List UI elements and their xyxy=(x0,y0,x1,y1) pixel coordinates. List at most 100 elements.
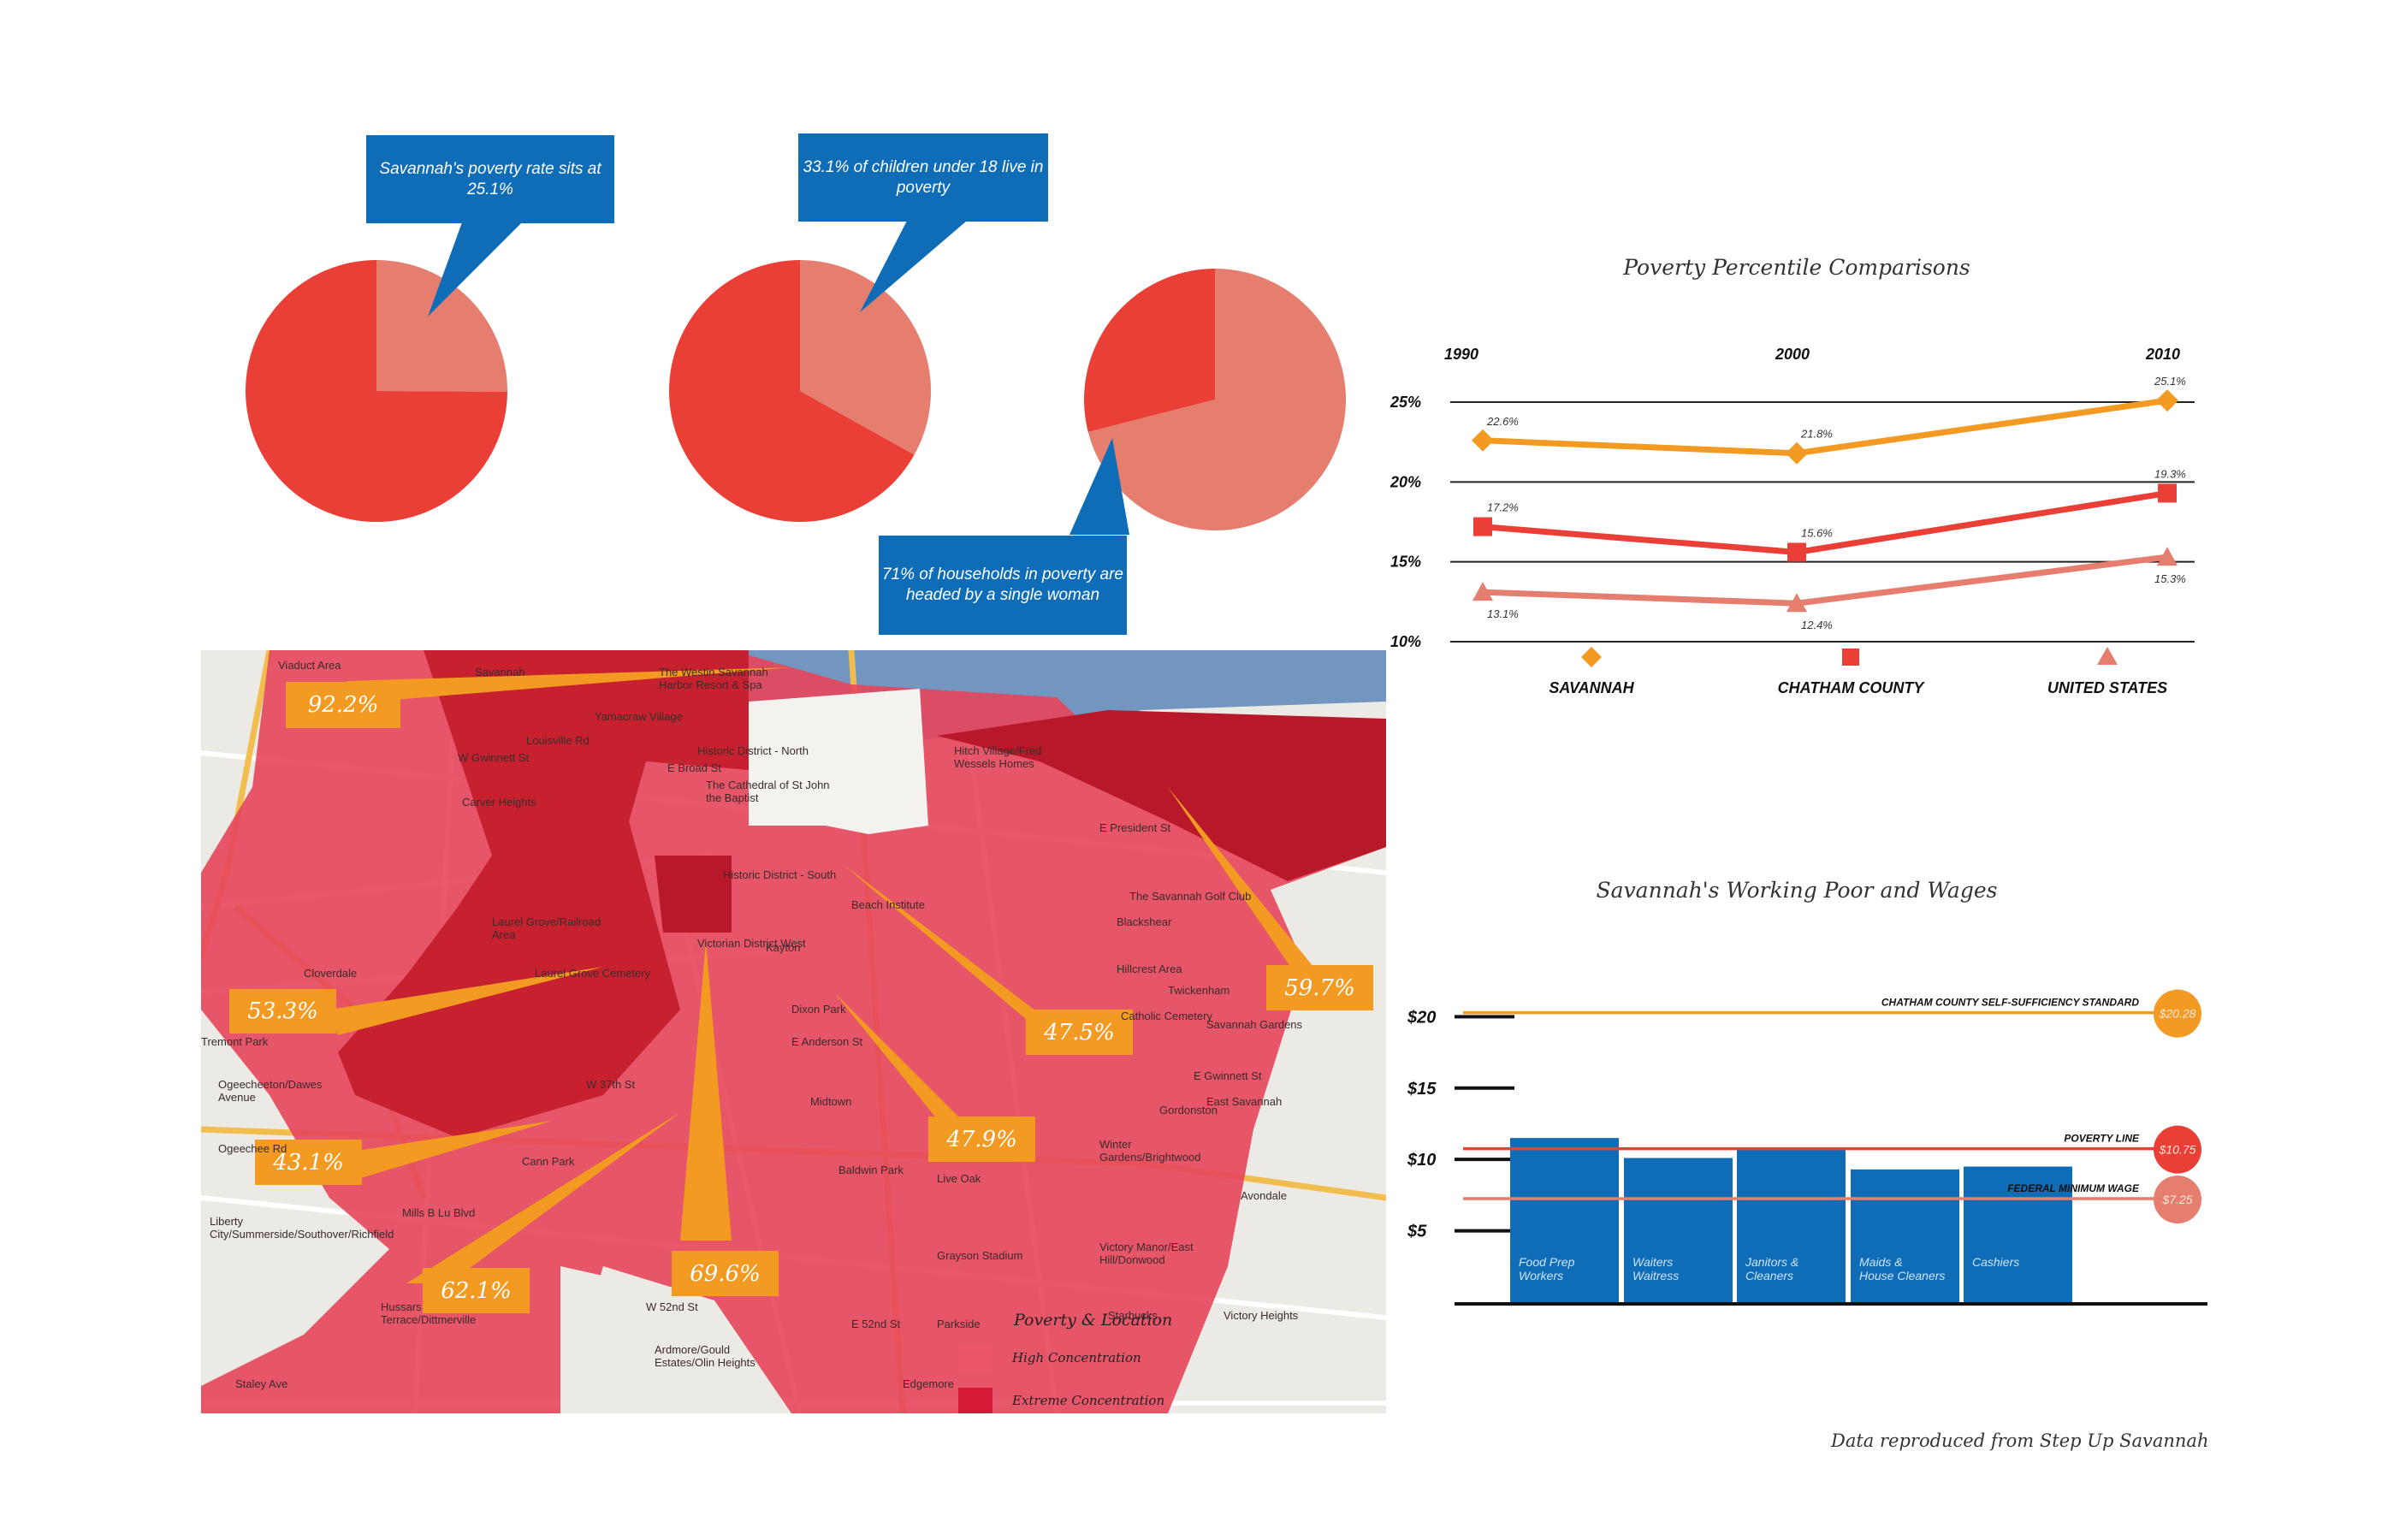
map-place: Live Oak xyxy=(937,1172,981,1185)
y-tick-label: 20% xyxy=(1390,473,1421,490)
map-graphics xyxy=(201,650,1386,1413)
map-place: Savannah Gardens xyxy=(1206,1018,1303,1031)
callout-households: 71% of households in poverty are headed … xyxy=(879,536,1127,635)
bar-label-2: Cleaners xyxy=(1745,1269,1793,1282)
map-place: East Savannah xyxy=(1206,1095,1283,1108)
map-place: Hillcrest Area xyxy=(1117,962,1182,975)
bar-label-3: House Cleaners xyxy=(1859,1269,1945,1282)
map-place: Grayson Stadium xyxy=(937,1249,1023,1262)
map-place: Victory Heights xyxy=(1224,1309,1299,1322)
map-place: E President St xyxy=(1099,821,1171,834)
map-place: Kayton xyxy=(766,941,801,954)
map-label-62: 62.1% xyxy=(423,1268,530,1313)
map-place: Twickenham xyxy=(1168,984,1230,997)
y-tick-label: $5 xyxy=(1407,1223,1427,1241)
map-label-53: 53.3% xyxy=(229,989,336,1034)
data-label-2-1: 12.4% xyxy=(1801,619,1833,631)
map-place: Edgemore xyxy=(903,1377,954,1390)
map-place: Winter Gardens/Brightwood xyxy=(1099,1138,1201,1164)
map-place: Avondale xyxy=(1241,1189,1287,1202)
bar-1 xyxy=(1624,1158,1733,1302)
bar-0 xyxy=(1510,1138,1619,1302)
map-place: Savannah xyxy=(475,666,525,678)
poverty-map: 92.2% 53.3% 43.1% 62.1% 69.6% 47.9% 47.5… xyxy=(201,650,1386,1413)
pie-slice-0 xyxy=(376,260,507,392)
bar-label-4: Cashiers xyxy=(1972,1255,2019,1269)
point-2-0 xyxy=(1472,582,1493,601)
map-place: Laurel Grove Cemetery xyxy=(535,967,651,980)
pie-slice-1 xyxy=(1084,269,1215,433)
line-chart-title: Poverty Percentile Comparisons xyxy=(1623,255,1970,280)
pie-slice-1 xyxy=(669,260,915,522)
ref-value-1: $10.75 xyxy=(2159,1143,2196,1157)
bar-chart-title: Savannah's Working Poor and Wages xyxy=(1596,878,1998,903)
map-place: Staley Ave xyxy=(235,1377,288,1390)
x-label-2000: 2000 xyxy=(1775,346,1810,363)
callout-poverty-rate: Savannah's poverty rate sits at 25.1% xyxy=(366,135,614,223)
bar-label-1: Waiters xyxy=(1632,1255,1673,1269)
point-1-1 xyxy=(1787,542,1806,562)
map-place: Blackshear xyxy=(1117,915,1172,928)
map-place: Viaduct Area xyxy=(278,659,341,672)
point-2-2 xyxy=(2157,547,2178,566)
map-legend-title: Poverty & Location xyxy=(1014,1311,1173,1330)
callout-children: 33.1% of children under 18 live in pover… xyxy=(798,133,1048,222)
pie-households xyxy=(1084,269,1346,530)
x-label-2010: 2010 xyxy=(2145,346,2180,363)
line-chart: 1990 2000 2010 25% 20% 15% 10% 22.6% 21.8% 25.1% 1… xyxy=(1390,346,2195,696)
data-label-1-2: 19.3% xyxy=(2154,467,2186,480)
map-label-47-9: 47.9% xyxy=(928,1116,1035,1162)
pie-slice-1 xyxy=(246,260,507,522)
legend-marker-0 xyxy=(1581,647,1602,667)
ref-badge-1 xyxy=(2154,1125,2201,1174)
map-place: Laurel Grove/Railroad Area xyxy=(492,915,601,941)
series-line-1 xyxy=(1482,489,2168,555)
map-place: Cann Park xyxy=(522,1155,575,1168)
data-label-0-0: 22.6% xyxy=(1486,415,1519,428)
y-tick-label: $20 xyxy=(1407,1008,1436,1027)
map-place: Gordonston xyxy=(1159,1104,1218,1116)
map-place: Ogeecheeton/Dawes Avenue xyxy=(218,1078,323,1104)
bar-label-3: Maids & xyxy=(1859,1255,1903,1269)
y-tick-label: 15% xyxy=(1390,554,1421,571)
map-place: W 52nd St xyxy=(646,1300,698,1313)
map-place: Mills B Lu Blvd xyxy=(402,1206,476,1219)
series-line-2 xyxy=(1482,554,2168,607)
point-0-2 xyxy=(2156,389,2178,412)
bar-label-2: Janitors & xyxy=(1745,1255,1798,1269)
data-label-0-2: 25.1% xyxy=(2154,375,2186,388)
point-1-0 xyxy=(1473,517,1492,536)
map-place: Louisville Rd xyxy=(526,734,590,747)
point-0-1 xyxy=(1786,441,1808,465)
point-0-0 xyxy=(1472,429,1494,452)
map-label-59: 59.7% xyxy=(1266,965,1373,1010)
legend-marker-1 xyxy=(1842,649,1859,666)
map-place: Historic District - North xyxy=(697,744,809,757)
map-place: Baldwin Park xyxy=(838,1164,904,1176)
y-tick-label: $15 xyxy=(1407,1080,1437,1099)
ref-value-2: $7.25 xyxy=(2161,1193,2192,1206)
bar-3 xyxy=(1851,1169,1959,1302)
ref-badge-0 xyxy=(2154,989,2201,1038)
map-place: Victory Manor/East Hill/Donwood xyxy=(1099,1241,1194,1266)
map-place: E Anderson St xyxy=(791,1035,863,1048)
map-place: Victorian District West xyxy=(697,937,806,950)
ref-value-0: $20.28 xyxy=(2159,1007,2196,1021)
map-place: Catholic Cemetery xyxy=(1121,1010,1212,1022)
map-place: Starbucks xyxy=(1108,1309,1158,1322)
map-place: The Westin Savannah Harbor Resort & Spa xyxy=(659,666,768,691)
map-place: E 52nd St xyxy=(851,1318,901,1330)
map-place: Carver Heights xyxy=(462,796,536,808)
map-place: Liberty City/Summerside/Southover/Richfi… xyxy=(210,1215,394,1241)
legend-label-2: UNITED STATES xyxy=(2047,679,2167,696)
bar-label-1: Waitress xyxy=(1632,1269,1679,1282)
map-place: Ogeechee Rd xyxy=(218,1142,287,1155)
data-label-0-1: 21.8% xyxy=(1800,428,1833,441)
map-place: Midtown xyxy=(810,1095,852,1108)
map-place: The Cathedral of St John the Baptist xyxy=(706,779,830,804)
map-place: Yamacraw Village xyxy=(595,710,683,723)
bar-2 xyxy=(1737,1147,1846,1302)
pie-slice-0 xyxy=(1087,269,1346,530)
